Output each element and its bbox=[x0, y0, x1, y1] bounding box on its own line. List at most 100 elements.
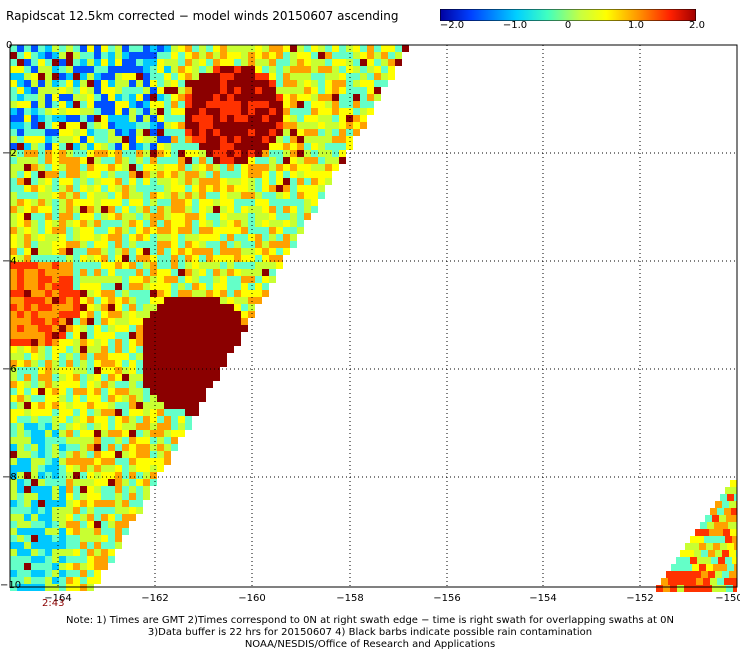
swath-cell bbox=[136, 381, 143, 388]
swath-cell bbox=[115, 465, 122, 472]
swath-cell bbox=[318, 80, 325, 87]
swath-cell bbox=[346, 73, 353, 80]
swath-cell bbox=[206, 59, 213, 66]
swath-cell bbox=[150, 150, 157, 157]
swath-cell bbox=[185, 423, 192, 430]
swath-cell bbox=[108, 507, 115, 514]
swath-cell bbox=[38, 129, 45, 136]
swath-cell bbox=[157, 409, 164, 416]
swath-cell bbox=[227, 122, 234, 129]
swath-cell bbox=[206, 80, 213, 87]
swath-cell bbox=[87, 444, 94, 451]
swath-cell bbox=[297, 143, 304, 150]
swath-cell bbox=[171, 220, 178, 227]
swath-cell bbox=[87, 115, 94, 122]
swath-cell bbox=[157, 381, 164, 388]
swath-cell bbox=[101, 388, 108, 395]
swath-cell bbox=[87, 423, 94, 430]
swath-cell bbox=[108, 297, 115, 304]
swath-cell bbox=[700, 522, 707, 529]
swath-cell bbox=[80, 164, 87, 171]
swath-cell bbox=[339, 45, 346, 52]
swath-cell bbox=[164, 311, 171, 318]
swath-cell bbox=[31, 220, 38, 227]
swath-cell bbox=[733, 585, 737, 592]
swath-cell bbox=[234, 178, 241, 185]
swath-cell bbox=[66, 332, 73, 339]
swath-cell bbox=[73, 269, 80, 276]
swath-cell bbox=[150, 73, 157, 80]
swath-cell bbox=[38, 59, 45, 66]
swath-cell bbox=[122, 185, 129, 192]
swath-cell bbox=[241, 290, 248, 297]
swath-cell bbox=[304, 150, 311, 157]
swath-cell bbox=[73, 129, 80, 136]
swath-cell bbox=[87, 535, 94, 542]
swath-cell bbox=[213, 157, 220, 164]
swath-cell bbox=[115, 220, 122, 227]
swath-cell bbox=[108, 521, 115, 528]
swath-cell bbox=[24, 444, 31, 451]
swath-cell bbox=[94, 108, 101, 115]
swath-cell bbox=[80, 563, 87, 570]
lat-label: −6 bbox=[2, 364, 17, 375]
swath-cell bbox=[143, 136, 150, 143]
swath-cell bbox=[52, 129, 59, 136]
swath-cell bbox=[108, 549, 115, 556]
swath-cell bbox=[17, 283, 24, 290]
swath-cell bbox=[692, 564, 699, 571]
swath-cell bbox=[143, 241, 150, 248]
swath-cell bbox=[38, 164, 45, 171]
swath-cell bbox=[192, 185, 199, 192]
swath-cell bbox=[178, 192, 185, 199]
swath-cell bbox=[122, 213, 129, 220]
swath-cell bbox=[220, 325, 227, 332]
swath-cell bbox=[178, 276, 185, 283]
swath-cell bbox=[108, 332, 115, 339]
swath-cell bbox=[234, 227, 241, 234]
swath-cell bbox=[66, 297, 73, 304]
swath-cell bbox=[87, 486, 94, 493]
swath-cell bbox=[185, 318, 192, 325]
swath-cell bbox=[304, 87, 311, 94]
swath-cell bbox=[185, 108, 192, 115]
swath-cell bbox=[192, 157, 199, 164]
swath-cell bbox=[122, 514, 129, 521]
swath-cell bbox=[234, 87, 241, 94]
swath-cell bbox=[311, 178, 318, 185]
swath-cell bbox=[311, 192, 318, 199]
swath-cell bbox=[178, 115, 185, 122]
swath-cell bbox=[150, 360, 157, 367]
swath-cell bbox=[395, 52, 402, 59]
swath-cell bbox=[94, 500, 101, 507]
swath-cell bbox=[17, 577, 24, 584]
swath-cell bbox=[683, 557, 690, 564]
swath-cell bbox=[255, 269, 262, 276]
swath-cell bbox=[52, 332, 59, 339]
swath-cell bbox=[122, 66, 129, 73]
swath-cell bbox=[80, 73, 87, 80]
swath-cell bbox=[297, 199, 304, 206]
swath-cell bbox=[178, 430, 185, 437]
swath-cell bbox=[318, 178, 325, 185]
swath-cell bbox=[129, 486, 136, 493]
swath-cell bbox=[276, 66, 283, 73]
swath-cell bbox=[38, 311, 45, 318]
swath-cell bbox=[52, 248, 59, 255]
swath-cell bbox=[220, 269, 227, 276]
swath-cell bbox=[199, 73, 206, 80]
swath-cell bbox=[45, 220, 52, 227]
swath-cell bbox=[59, 437, 66, 444]
swath-cell bbox=[262, 80, 269, 87]
swath-cell bbox=[108, 136, 115, 143]
swath-cell bbox=[129, 374, 136, 381]
swath-cell bbox=[122, 395, 129, 402]
swath-cell bbox=[241, 87, 248, 94]
swath-cell bbox=[31, 143, 38, 150]
swath-cell bbox=[164, 374, 171, 381]
swath-cell bbox=[199, 220, 206, 227]
swath-cell bbox=[52, 66, 59, 73]
swath-cell bbox=[94, 52, 101, 59]
colorbar-tick-label: 2.0 bbox=[689, 20, 705, 31]
swath-cell bbox=[45, 367, 52, 374]
